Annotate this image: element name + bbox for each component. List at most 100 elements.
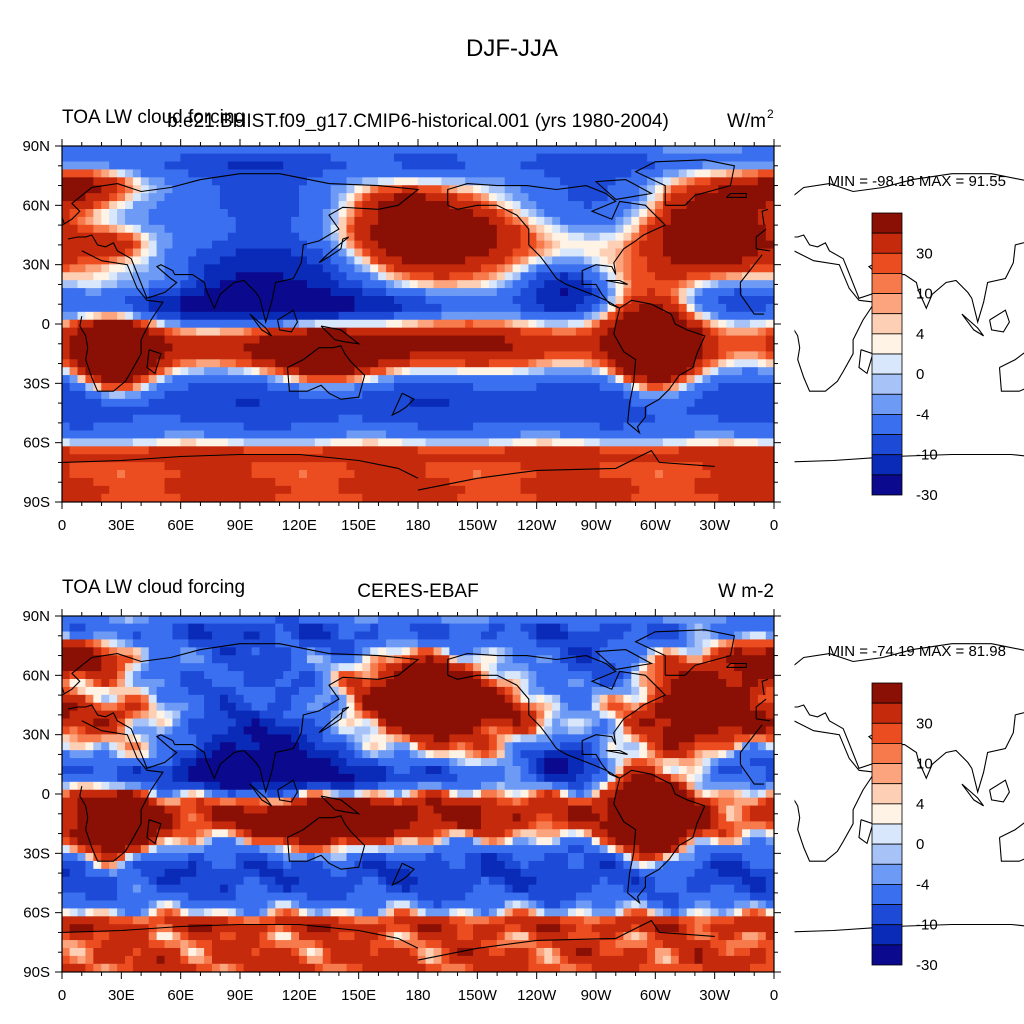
contour-cell	[378, 615, 443, 625]
contour-cell	[212, 647, 221, 656]
contour-cell	[117, 884, 134, 894]
contour-cell	[757, 694, 775, 704]
contour-cell	[765, 797, 775, 807]
contour-cell	[164, 177, 213, 186]
contour-cell	[188, 623, 205, 633]
contour-cell	[204, 908, 213, 917]
contour-cell	[552, 327, 577, 337]
contour-cell	[702, 789, 712, 799]
contour-cell	[417, 805, 435, 815]
contour-cell	[623, 947, 648, 957]
contour-cell	[591, 280, 609, 289]
contour-cell	[726, 639, 735, 648]
contour-cell	[212, 655, 292, 664]
contour-cell	[655, 750, 664, 759]
contour-cell	[61, 694, 87, 704]
contour-cell	[172, 710, 181, 720]
contour-cell	[61, 655, 102, 664]
contour-cell	[188, 726, 229, 735]
contour-cell	[694, 296, 719, 305]
contour-cell	[132, 631, 142, 641]
contour-cell	[480, 940, 498, 949]
contour-cell	[61, 161, 110, 171]
contour-cell	[330, 955, 419, 965]
contour-cell	[180, 797, 197, 807]
contour-cell	[401, 161, 466, 171]
contour-cell	[235, 837, 245, 846]
y-tick-label: 30N	[22, 257, 50, 274]
contour-cell	[749, 837, 767, 846]
contour-cell	[148, 686, 158, 696]
contour-cell	[132, 766, 142, 775]
contour-cell	[117, 663, 126, 672]
contour-cell	[338, 240, 348, 250]
contour-cell	[757, 208, 775, 218]
contour-cell	[583, 311, 593, 321]
contour-cell	[560, 623, 569, 633]
contour-cell	[346, 161, 403, 171]
contour-cell	[243, 860, 268, 870]
contour-cell	[409, 750, 419, 759]
contour-cell	[291, 248, 324, 258]
contour-cell	[457, 367, 514, 376]
contour-cell	[77, 940, 87, 949]
contour-cell	[267, 932, 276, 941]
contour-cell	[85, 694, 94, 704]
contour-cell	[93, 422, 245, 432]
contour-cell	[180, 932, 189, 941]
contour-cell	[235, 908, 245, 917]
contour-cell	[433, 734, 450, 743]
contour-cell	[726, 655, 775, 664]
contour-cell	[322, 169, 545, 178]
contour-cell	[109, 256, 118, 265]
contour-cell	[647, 383, 664, 392]
contour-cell	[386, 678, 482, 688]
contour-cell	[473, 750, 482, 759]
contour-cell	[662, 734, 696, 743]
contour-cell	[362, 240, 379, 250]
contour-cell	[283, 908, 292, 917]
contour-cell	[631, 232, 640, 242]
contour-cell	[449, 477, 522, 487]
contour-cell	[61, 311, 79, 321]
contour-cell	[536, 201, 585, 210]
contour-cell	[61, 924, 71, 933]
contour-cell	[378, 742, 387, 751]
contour-cell	[726, 940, 759, 949]
contour-cell	[449, 272, 474, 281]
contour-cell	[101, 742, 110, 751]
contour-cell	[354, 185, 363, 194]
contour-cell	[639, 853, 656, 862]
contour-cell	[132, 169, 142, 178]
contour-cell	[330, 671, 340, 680]
contour-cell	[480, 837, 490, 846]
contour-cell	[433, 272, 450, 281]
contour-cell	[504, 766, 522, 775]
contour-cell	[85, 686, 110, 696]
contour-cell	[354, 216, 379, 226]
y-tick-label: 90N	[22, 138, 50, 155]
contour-cell	[93, 647, 102, 656]
contour-cell	[512, 758, 530, 767]
contour-cell	[702, 359, 712, 368]
contour-cell	[322, 671, 332, 680]
contour-cell	[69, 359, 79, 368]
contour-cell	[599, 303, 609, 313]
contour-cell	[591, 327, 609, 337]
contour-cell	[520, 303, 545, 313]
contour-cell	[386, 280, 395, 289]
contour-cell	[662, 145, 743, 155]
contour-cell	[678, 916, 696, 925]
coastline-africa	[79, 720, 164, 862]
contour-cell	[180, 414, 340, 424]
contour-cell	[568, 678, 585, 688]
contour-cell	[61, 908, 71, 917]
contour-cell	[480, 813, 514, 822]
contour-cell	[734, 829, 743, 838]
contour-cell	[512, 829, 522, 838]
contour-cell	[583, 232, 601, 242]
contour-cell	[623, 367, 688, 376]
contour-cell	[694, 947, 704, 957]
contour-cell	[670, 686, 751, 696]
contour-cell	[212, 805, 245, 815]
